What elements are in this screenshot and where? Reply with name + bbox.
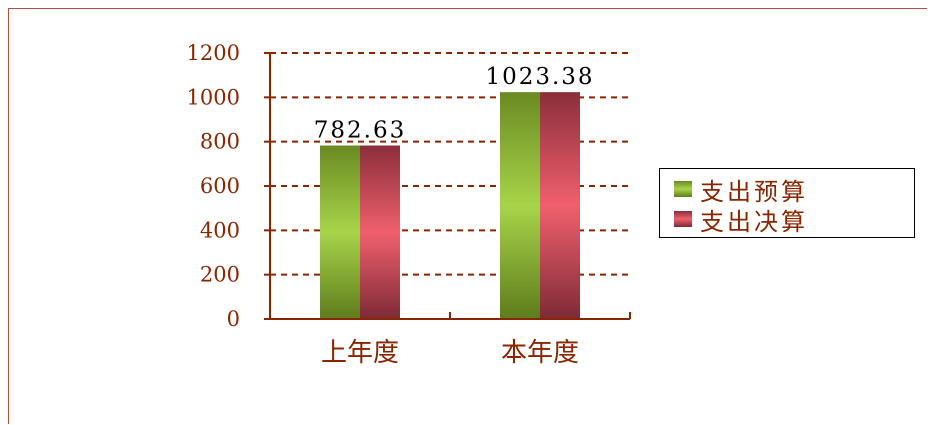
bar-final <box>360 145 400 319</box>
y-tick-label: 400 <box>200 218 240 242</box>
x-category-label: 本年度 <box>501 338 579 368</box>
legend-item-budget: 支出预算 <box>674 174 808 206</box>
y-tick-label: 0 <box>227 307 240 331</box>
y-tick-label: 800 <box>200 130 240 154</box>
legend-swatch-final <box>674 211 692 227</box>
bar-final <box>540 92 580 320</box>
legend-item-final: 支出决算 <box>674 204 808 236</box>
chart-frame <box>8 8 927 424</box>
y-tick-label: 600 <box>200 174 240 198</box>
data-label: 782.63 <box>314 118 406 144</box>
legend-label-final: 支出决算 <box>700 207 808 236</box>
y-tick-label: 200 <box>200 263 240 287</box>
bar-budget <box>320 145 360 319</box>
y-tick-label: 1200 <box>187 41 240 65</box>
x-category-label: 上年度 <box>321 338 399 368</box>
legend: 支出预算 支出决算 <box>659 168 915 238</box>
legend-swatch-budget <box>674 181 692 197</box>
y-tick-label: 1000 <box>187 85 240 109</box>
data-label: 1023.38 <box>485 64 594 90</box>
legend-label-budget: 支出预算 <box>700 177 808 206</box>
bar-budget <box>500 92 540 320</box>
